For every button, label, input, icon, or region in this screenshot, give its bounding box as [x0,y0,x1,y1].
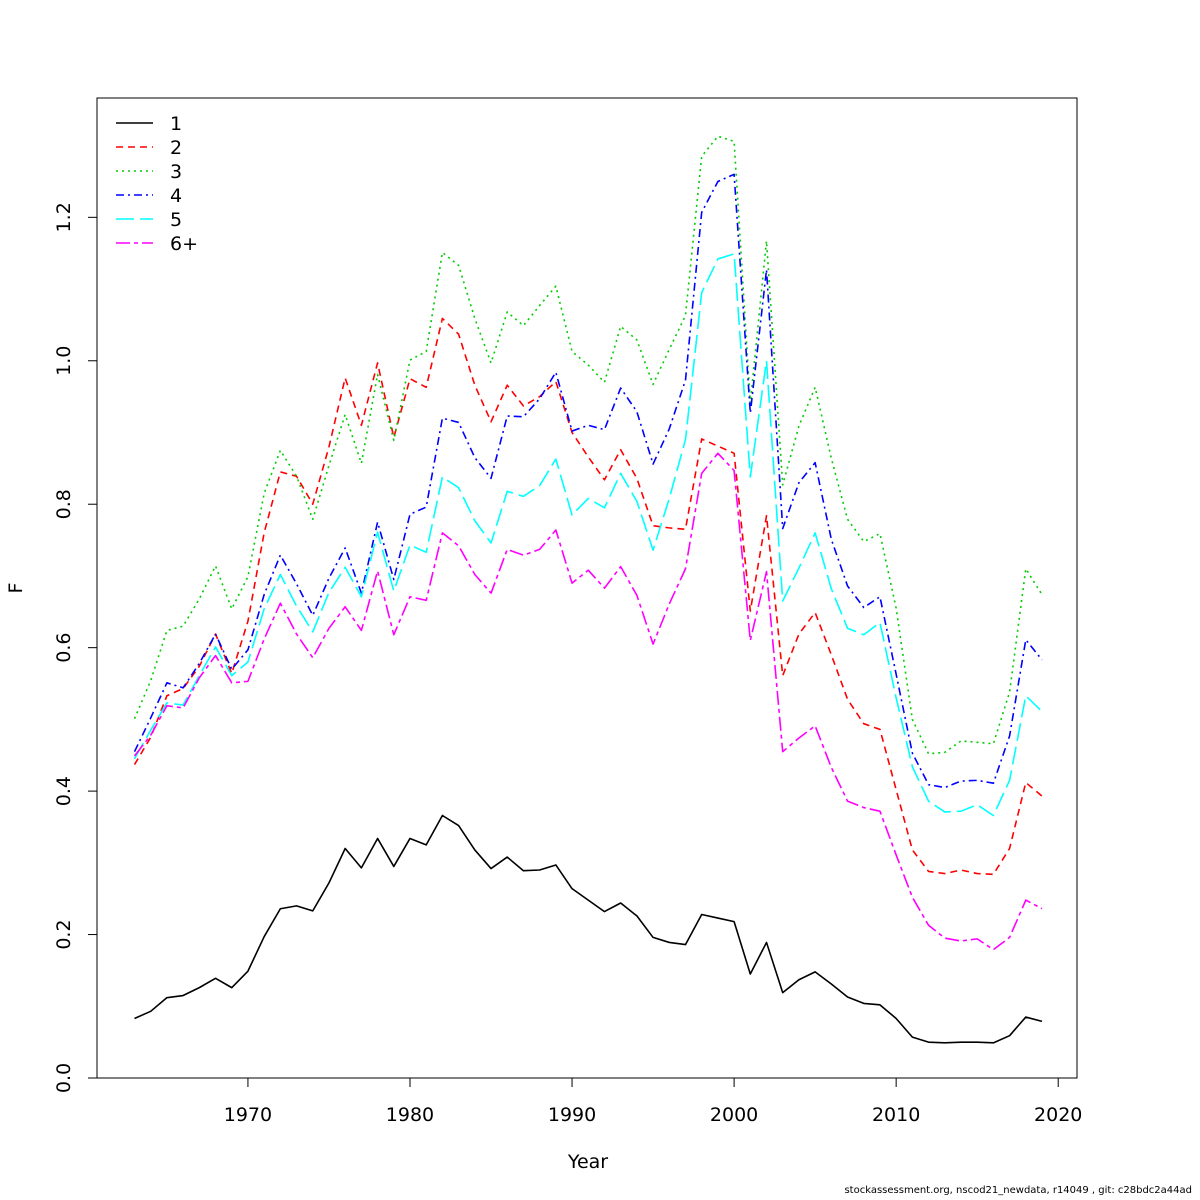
series-layer [133,135,1043,1044]
series-line-1 [134,814,1043,1044]
x-tick-label: 1970 [224,1104,272,1126]
plot-frame [96,97,1078,1079]
series-line-6 [133,452,1043,951]
y-tick-label: 0.6 [53,633,75,663]
x-tick-label: 2020 [1034,1104,1082,1126]
y-tick-label: 0.8 [53,489,75,519]
series-line-5 [133,253,1043,817]
legend-label: 6+ [170,233,198,255]
x-tick-label: 1990 [548,1104,596,1126]
x-tick-label: 2010 [872,1104,920,1126]
x-tick-label: 2000 [710,1104,758,1126]
y-tick-label: 0.4 [53,776,75,806]
series-line-4 [133,173,1043,789]
x-tick-label: 1980 [386,1104,434,1126]
y-tick-label: 0.2 [53,919,75,949]
legend-label: 4 [170,185,182,207]
footer-credit: stockassessment.org, nscod21_newdata, r1… [844,1185,1192,1196]
legend-label: 5 [170,209,182,231]
y-axis-title: F [5,583,27,594]
legend-label: 3 [170,161,182,183]
x-axis: 1970 1980 1990 2000 2010 2020 [224,1077,1082,1126]
legend-label: 2 [170,137,182,159]
y-axis: 0.0 0.2 0.4 0.6 0.8 1.0 1.2 [53,202,98,1093]
series-line-2 [133,317,1043,876]
series-line-3 [133,135,1043,755]
y-tick-label: 0.0 [53,1063,75,1093]
y-tick-label: 1.0 [53,346,75,376]
x-axis-title: Year [567,1151,608,1173]
y-tick-label: 1.2 [53,202,75,232]
legend-label: 1 [170,113,182,135]
